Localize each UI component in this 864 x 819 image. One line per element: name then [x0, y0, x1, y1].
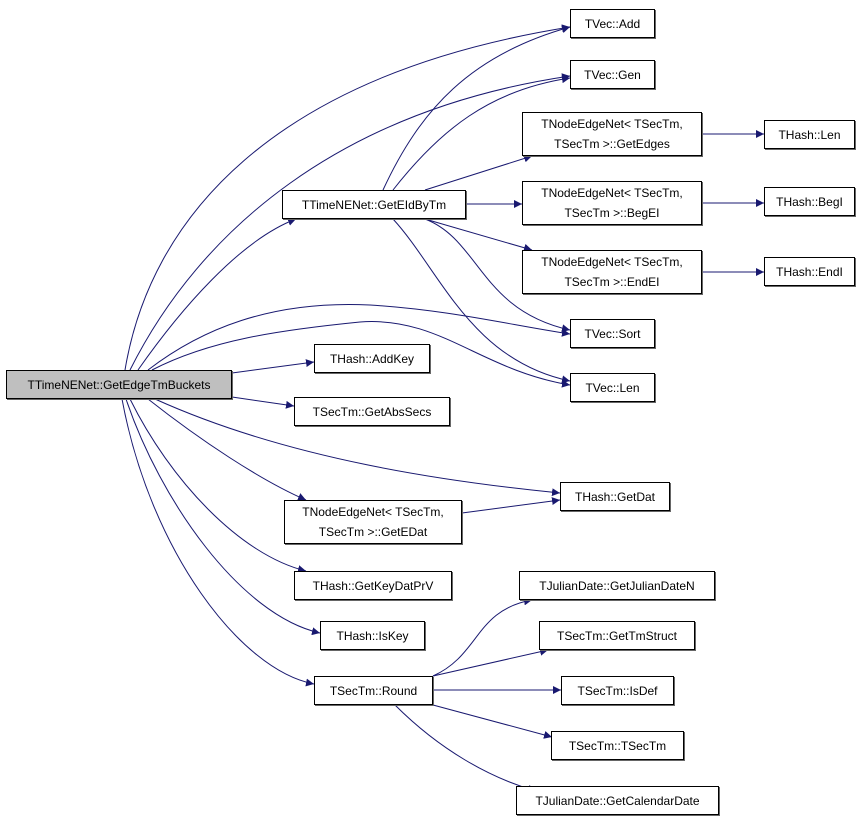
node-julian-daten[interactable]: TJulianDate::GetJulianDateN [519, 571, 715, 600]
node-hash-getdat[interactable]: THash::GetDat [560, 482, 670, 511]
node-hash-addkey[interactable]: THash::AddKey [314, 344, 430, 373]
node-get-eid-by-tm[interactable]: TTimeNENet::GetEIdByTm [282, 190, 466, 219]
edge-get_eid_by_tm-to-end_ei [424, 218, 533, 252]
node-get-tm-struct[interactable]: TSecTm::GetTmStruct [539, 621, 695, 650]
edge-round-to-tsectm_ctor [432, 704, 553, 739]
edge-round-to-julian_daten [432, 597, 533, 677]
edge-root-to-hash_addkey [231, 359, 315, 374]
node-end-ei[interactable]: TNodeEdgeNet< TSecTm, TSecTm >::EndEI [522, 250, 702, 294]
edge-root-to-get_eid_by_tm [137, 218, 297, 371]
edge-get_eid_by_tm-to-vec_sort [424, 218, 571, 333]
edge-get_eid_by_tm-to-vec_len [392, 218, 571, 384]
node-root[interactable]: TTimeNENet::GetEdgeTmBuckets [6, 370, 232, 399]
edge-root-to-vec_add [124, 24, 571, 371]
node-hash-endi[interactable]: THash::EndI [764, 257, 855, 286]
edge-root-to-hash_getkeydatprv [129, 398, 307, 573]
node-get-edges[interactable]: TNodeEdgeNet< TSecTm, TSecTm >::GetEdges [522, 112, 702, 156]
edge-root-to-vec_len [151, 321, 571, 388]
edge-get_eid_by_tm-to-vec_add [382, 25, 571, 191]
edge-get_edat-to-hash_getdat [461, 497, 561, 514]
edge-root-to-vec_sort [147, 303, 571, 371]
node-is-def[interactable]: TSecTm::IsDef [561, 676, 674, 705]
node-get-abs-secs[interactable]: TSecTm::GetAbsSecs [294, 397, 450, 426]
edge-round-to-calendar_date [394, 704, 537, 793]
node-hash-len[interactable]: THash::Len [764, 120, 855, 149]
edge-get_eid_by_tm-to-get_edges [424, 154, 533, 191]
node-vec-gen[interactable]: TVec::Gen [570, 60, 655, 89]
edge-root-to-get_edat [147, 398, 307, 501]
edge-root-to-round [121, 398, 315, 687]
node-vec-len[interactable]: TVec::Len [570, 373, 655, 402]
node-hash-begi[interactable]: THash::BegI [764, 187, 855, 216]
edge-root-to-vec_gen [129, 73, 571, 371]
edge-round-to-get_tm_struct [432, 647, 549, 677]
edge-get_eid_by_tm-to-vec_gen [392, 75, 571, 191]
node-tsectm-ctor[interactable]: TSecTm::TSecTm [551, 731, 684, 760]
edge-root-to-hash_getdat [154, 398, 561, 497]
node-hash-getkeydatprv[interactable]: THash::GetKeyDatPrV [294, 571, 452, 600]
node-get-edat[interactable]: TNodeEdgeNet< TSecTm, TSecTm >::GetEDat [284, 500, 462, 544]
node-calendar-date[interactable]: TJulianDate::GetCalendarDate [516, 786, 719, 815]
node-hash-iskey[interactable]: THash::IsKey [320, 621, 425, 650]
node-round[interactable]: TSecTm::Round [314, 676, 433, 705]
edge-root-to-hash_iskey [125, 398, 321, 636]
node-beg-ei[interactable]: TNodeEdgeNet< TSecTm, TSecTm >::BegEI [522, 181, 702, 225]
edge-root-to-get_abs_secs [231, 396, 295, 409]
node-vec-sort[interactable]: TVec::Sort [570, 319, 655, 348]
node-vec-add[interactable]: TVec::Add [570, 9, 655, 38]
